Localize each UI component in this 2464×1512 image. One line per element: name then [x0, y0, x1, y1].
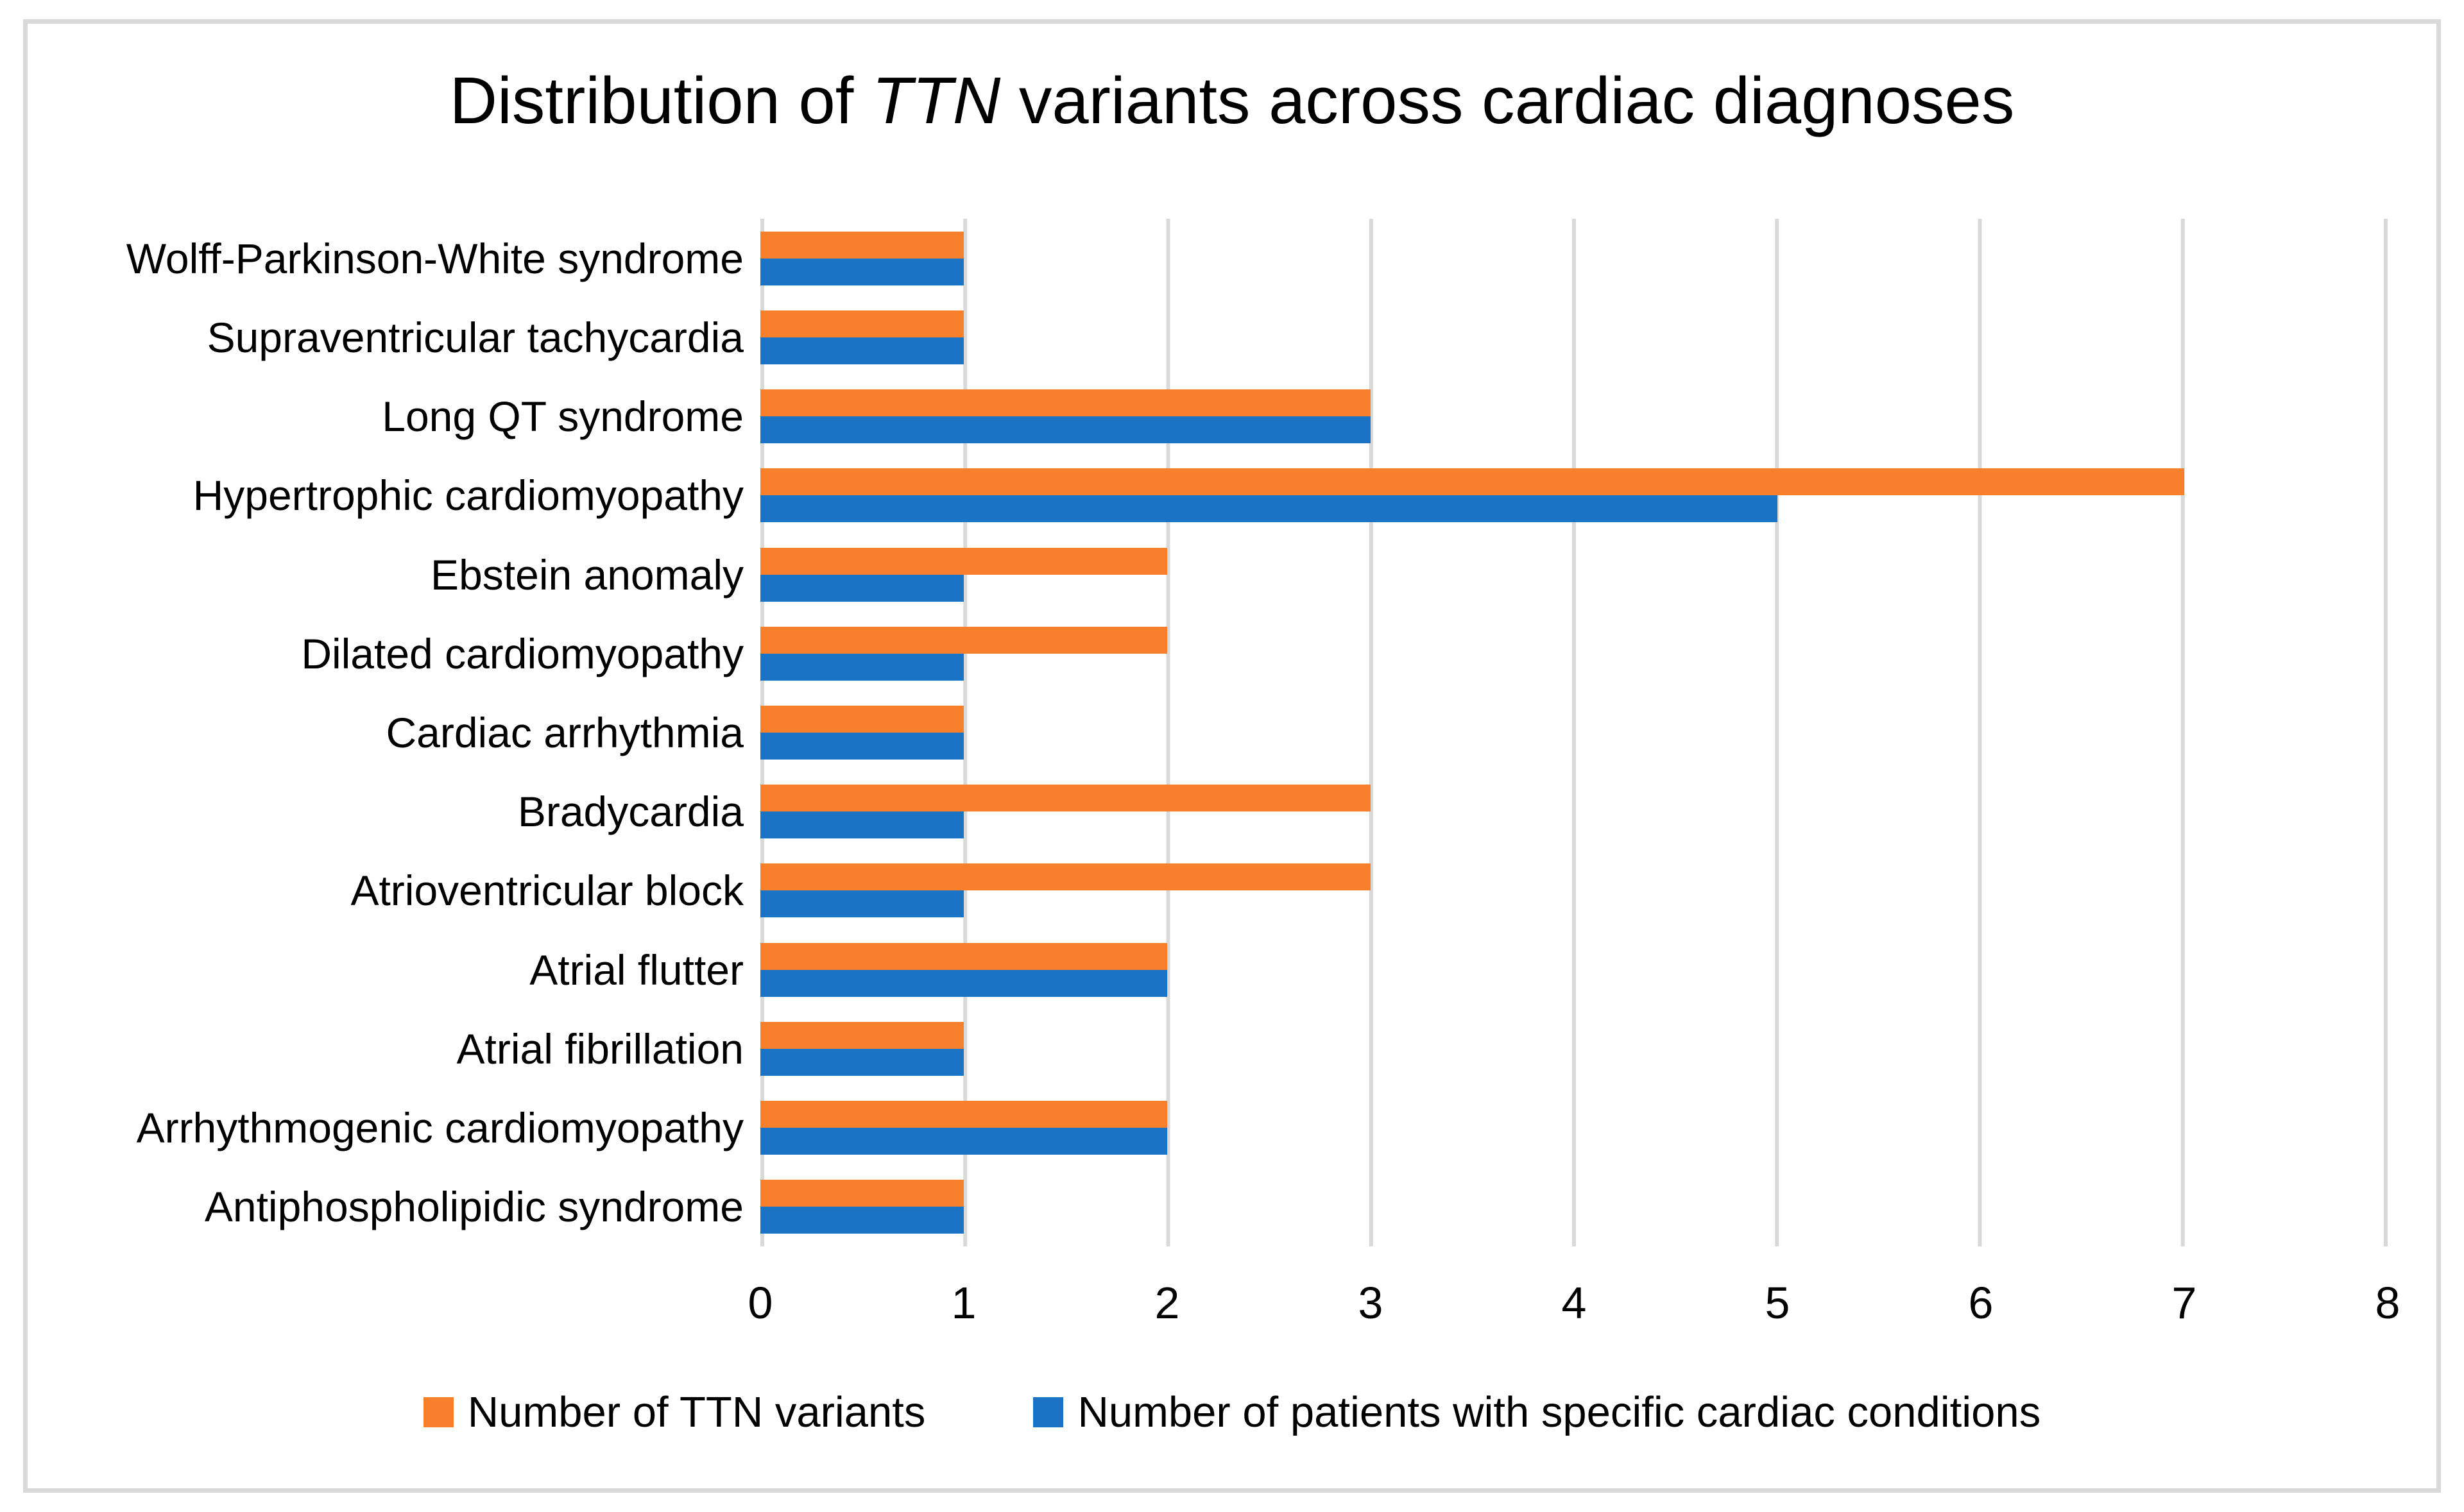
category-label: Wolff-Parkinson-White syndrome	[126, 234, 744, 282]
category-bars	[760, 535, 2388, 614]
category-label: Dilated cardiomyopathy	[301, 629, 744, 677]
category-row: Arrhythmogenic cardiomyopathy	[0, 1089, 2464, 1168]
legend-label: Number of TTN variants	[467, 1388, 926, 1436]
patients-bar	[760, 811, 964, 839]
x-tick-label: 5	[1765, 1278, 1790, 1328]
patients-bar	[760, 258, 964, 285]
x-tick-label: 4	[1561, 1278, 1587, 1328]
patients-bar	[760, 495, 1777, 523]
chart-title-prefix: Distribution of	[449, 64, 872, 137]
category-bars	[760, 1009, 2388, 1088]
category-row: Ebstein anomaly	[0, 535, 2464, 614]
category-label: Bradycardia	[517, 788, 744, 836]
chart-title: Distribution of TTN variants across card…	[0, 63, 2464, 139]
category-bars	[760, 377, 2388, 455]
patients-bar	[760, 416, 1371, 444]
ttn-variants-bar	[760, 1101, 1167, 1128]
legend-item: Number of patients with specific cardiac…	[1033, 1391, 2041, 1434]
category-label: Atrioventricular block	[350, 867, 744, 915]
category-row: Atrioventricular block	[0, 851, 2464, 930]
ttn-variants-bar	[760, 785, 1371, 812]
legend-label: Number of patients with specific cardiac…	[1077, 1388, 2041, 1436]
chart-title-suffix: variants across cardiac diagnoses	[1000, 64, 2015, 137]
patients-bar	[760, 337, 964, 364]
category-bars	[760, 1168, 2388, 1246]
category-label: Cardiac arrhythmia	[386, 709, 744, 757]
x-tick-label: 1	[951, 1278, 977, 1328]
patients-bar	[760, 969, 1167, 997]
category-bars	[760, 1089, 2388, 1168]
patients-bar	[760, 574, 964, 602]
legend-item: Number of TTN variants	[423, 1388, 926, 1436]
ttn-variants-bar	[760, 231, 964, 259]
category-label: Atrial flutter	[529, 946, 744, 994]
patients-bar	[760, 890, 964, 918]
legend-swatch-icon	[1033, 1397, 1064, 1427]
category-label: Ebstein anomaly	[431, 550, 744, 599]
category-bars	[760, 930, 2388, 1009]
ttn-variants-bar	[760, 942, 1167, 970]
category-row: Atrial flutter	[0, 930, 2464, 1009]
x-tick-label: 3	[1358, 1278, 1383, 1328]
ttn-variants-bar	[760, 547, 1167, 575]
x-tick-label: 7	[2171, 1278, 2197, 1328]
ttn-variants-bar	[760, 863, 1371, 891]
x-tick-label: 6	[1968, 1278, 1994, 1328]
bar-rows-container: Wolff-Parkinson-White syndrome Supravent…	[0, 219, 2464, 1246]
ttn-variants-bar	[760, 310, 964, 337]
category-bars	[760, 298, 2388, 377]
category-row: Bradycardia	[0, 772, 2464, 851]
ttn-variants-bar	[760, 468, 2184, 496]
ttn-variants-bar	[760, 1021, 964, 1049]
category-row: Wolff-Parkinson-White syndrome	[0, 219, 2464, 298]
x-axis-tick-labels: 0 1 2 3 4 5 6 7 8	[748, 1278, 2400, 1338]
category-bars	[760, 219, 2388, 298]
category-row: Long QT syndrome	[0, 377, 2464, 455]
category-bars	[760, 851, 2388, 930]
category-label: Supraventricular tachycardia	[207, 313, 744, 361]
patients-bar	[760, 733, 964, 760]
category-label: Hypertrophic cardiomyopathy	[193, 471, 744, 520]
category-row: Supraventricular tachycardia	[0, 298, 2464, 377]
category-row: Atrial fibrillation	[0, 1009, 2464, 1088]
ttn-variants-bar	[760, 1180, 964, 1207]
category-row: Antiphospholipidic syndrome	[0, 1168, 2464, 1246]
x-tick-label: 8	[2375, 1278, 2400, 1328]
ttn-variants-bar	[760, 626, 1167, 654]
x-tick-label: 2	[1154, 1278, 1180, 1328]
chart-title-gene-name: TTN	[872, 64, 1001, 137]
category-label: Antiphospholipidic syndrome	[204, 1183, 744, 1231]
category-bars	[760, 456, 2388, 535]
legend-swatch-icon	[423, 1397, 454, 1427]
category-row: Cardiac arrhythmia	[0, 693, 2464, 772]
category-bars	[760, 614, 2388, 693]
ttn-variants-bar	[760, 389, 1371, 417]
patients-bar	[760, 1207, 964, 1234]
patients-bar	[760, 1048, 964, 1076]
category-bars	[760, 693, 2388, 772]
category-label: Arrhythmogenic cardiomyopathy	[136, 1104, 744, 1152]
category-row: Dilated cardiomyopathy	[0, 614, 2464, 693]
ttn-variants-bar	[760, 706, 964, 733]
category-bars	[760, 772, 2388, 851]
category-label: Atrial fibrillation	[456, 1024, 744, 1073]
x-tick-label: 0	[748, 1278, 773, 1328]
category-row: Hypertrophic cardiomyopathy	[0, 456, 2464, 535]
patients-bar	[760, 1128, 1167, 1155]
legend: Number of TTN variants Number of patients…	[0, 1391, 2464, 1434]
category-label: Long QT syndrome	[382, 393, 744, 441]
patients-bar	[760, 653, 964, 681]
